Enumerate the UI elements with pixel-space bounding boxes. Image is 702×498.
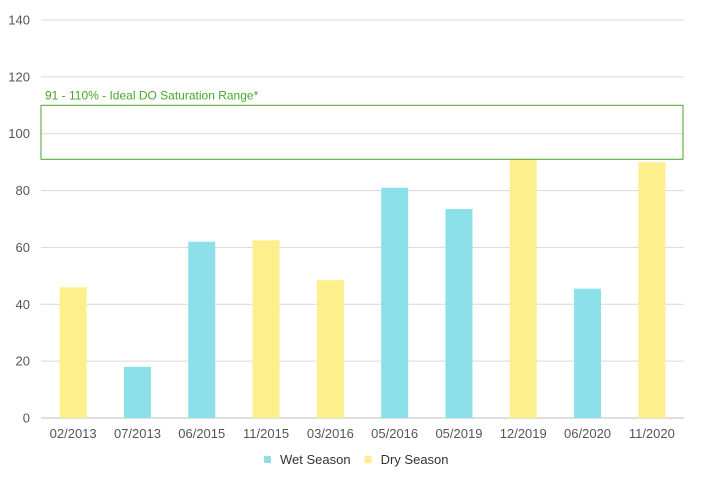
bar-wet-season [381, 187, 409, 418]
bar-dry-season [638, 162, 666, 418]
y-tick-label: 140 [8, 13, 30, 28]
y-tick-label: 0 [23, 411, 30, 426]
x-tick-label: 02/2013 [50, 426, 97, 441]
x-tick-label: 11/2020 [629, 426, 675, 441]
x-tick-label: 03/2016 [307, 426, 354, 441]
y-tick-label: 120 [8, 69, 30, 84]
x-tick-label: 06/2020 [564, 426, 611, 441]
legend-swatch-dry [364, 456, 372, 463]
bar-dry-season [509, 159, 537, 419]
ideal-range-label: 91 - 110% - Ideal DO Saturation Range* [45, 88, 259, 102]
legend-label-dry: Dry Season [381, 452, 449, 467]
bars [59, 159, 666, 419]
x-tick-label: 11/2015 [243, 426, 289, 441]
annotation: 91 - 110% - Ideal DO Saturation Range* [40, 88, 684, 160]
bar-wet-season [123, 366, 151, 418]
y-tick-label: 40 [16, 297, 30, 312]
x-tick-label: 12/2019 [500, 426, 547, 441]
bar-dry-season [316, 280, 344, 418]
bar-wet-season [574, 288, 602, 418]
y-tick-label: 20 [16, 354, 30, 369]
legend-swatch-wet [264, 456, 271, 463]
grid [41, 19, 684, 419]
x-tick-label: 06/2015 [178, 426, 225, 441]
y-tick-label: 80 [16, 183, 30, 198]
y-axis: 0 20 40 60 80 100 120 140 [8, 13, 30, 426]
x-tick-label: 05/2016 [371, 426, 418, 441]
bar-wet-season [188, 241, 216, 418]
legend: Wet Season Dry Season [264, 452, 449, 467]
x-axis: 02/2013 07/2013 06/2015 11/2015 03/2016 05/20… [50, 426, 675, 441]
legend-label-wet: Wet Season [280, 452, 351, 467]
x-tick-label: 05/2019 [435, 426, 482, 441]
y-tick-label: 100 [8, 126, 30, 141]
ideal-range-box [40, 104, 684, 160]
bar-wet-season [445, 209, 473, 418]
y-tick-label: 60 [16, 240, 30, 255]
x-tick-label: 07/2013 [114, 426, 161, 441]
bar-dry-season [252, 240, 280, 418]
bar-dry-season [59, 287, 87, 418]
